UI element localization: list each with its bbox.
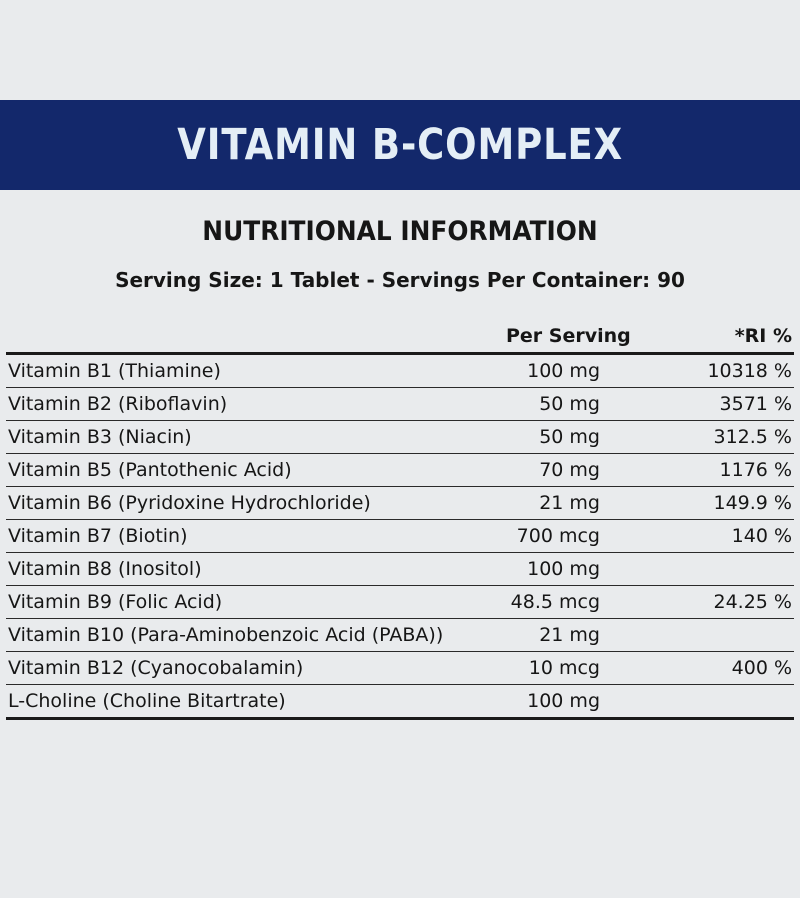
product-title: VITAMIN B-COMPLEX — [177, 120, 623, 170]
per-serving-value: 700 mcg — [506, 519, 602, 553]
table-header-row: Per Serving *RI % — [6, 320, 794, 355]
table-row: Vitamin B3 (Niacin) 50 mg 312.5 % — [6, 420, 794, 454]
ri-value: 1176 % — [602, 453, 794, 487]
nutrient-name: Vitamin B9 (Folic Acid) — [6, 585, 506, 619]
header-ri: *RI % — [602, 320, 794, 355]
nutrient-name: Vitamin B10 (Para-Aminobenzoic Acid (PAB… — [6, 618, 506, 652]
ri-value — [602, 552, 794, 586]
ri-value: 24.25 % — [602, 585, 794, 619]
serving-label: Serving Size: — [115, 268, 263, 292]
per-serving-value: 21 mg — [506, 486, 602, 520]
header-per-serving: Per Serving — [506, 320, 631, 355]
ri-value — [602, 618, 794, 652]
ri-value: 400 % — [602, 651, 794, 685]
nutrient-name: Vitamin B8 (Inositol) — [6, 552, 506, 586]
nutrient-name: Vitamin B5 (Pantothenic Acid) — [6, 453, 506, 487]
table-row: Vitamin B7 (Biotin) 700 mcg 140 % — [6, 519, 794, 553]
ri-value: 149.9 % — [602, 486, 794, 520]
nutrient-name: Vitamin B7 (Biotin) — [6, 519, 506, 553]
per-serving-value: 100 mg — [506, 552, 602, 586]
table-row: Vitamin B10 (Para-Aminobenzoic Acid (PAB… — [6, 618, 794, 652]
header-nutrient — [6, 320, 506, 355]
section-heading: NUTRITIONAL INFORMATION — [202, 216, 598, 247]
nutrient-name: Vitamin B12 (Cyanocobalamin) — [6, 651, 506, 685]
per-serving-value: 50 mg — [506, 387, 602, 421]
nutrition-table: Per Serving *RI % Vitamin B1 (Thiamine) 1… — [6, 320, 794, 720]
ri-value — [602, 684, 794, 720]
title-banner: VITAMIN B-COMPLEX — [0, 100, 800, 190]
nutrient-name: Vitamin B6 (Pyridoxine Hydrochloride) — [6, 486, 506, 520]
table-row: L-Choline (Choline Bitartrate) 100 mg — [6, 684, 794, 720]
per-serving-value: 70 mg — [506, 453, 602, 487]
table-row: Vitamin B9 (Folic Acid) 48.5 mcg 24.25 % — [6, 585, 794, 619]
ri-value: 312.5 % — [602, 420, 794, 454]
ri-value: 140 % — [602, 519, 794, 553]
table-row: Vitamin B5 (Pantothenic Acid) 70 mg 1176 % — [6, 453, 794, 487]
serving-info: Serving Size: 1 Tablet - Servings Per Co… — [0, 268, 800, 292]
per-serving-value: 50 mg — [506, 420, 602, 454]
table-row: Vitamin B1 (Thiamine) 100 mg 10318 % — [6, 353, 794, 388]
serving-text: 1 Tablet - Servings Per Container: 90 — [262, 268, 685, 292]
per-serving-value: 10 mcg — [506, 651, 602, 685]
table-row: Vitamin B8 (Inositol) 100 mg — [6, 552, 794, 586]
per-serving-value: 100 mg — [506, 353, 602, 388]
per-serving-value: 100 mg — [506, 684, 602, 720]
nutrient-name: L-Choline (Choline Bitartrate) — [6, 684, 506, 720]
table-row: Vitamin B6 (Pyridoxine Hydrochloride) 21 … — [6, 486, 794, 520]
nutrient-name: Vitamin B2 (Riboflavin) — [6, 387, 506, 421]
table-row: Vitamin B12 (Cyanocobalamin) 10 mcg 400 % — [6, 651, 794, 685]
table-row: Vitamin B2 (Riboflavin) 50 mg 3571 % — [6, 387, 794, 421]
ri-value: 10318 % — [602, 353, 794, 388]
per-serving-value: 48.5 mcg — [506, 585, 602, 619]
nutrient-name: Vitamin B1 (Thiamine) — [6, 353, 506, 388]
per-serving-value: 21 mg — [506, 618, 602, 652]
nutrient-name: Vitamin B3 (Niacin) — [6, 420, 506, 454]
ri-value: 3571 % — [602, 387, 794, 421]
